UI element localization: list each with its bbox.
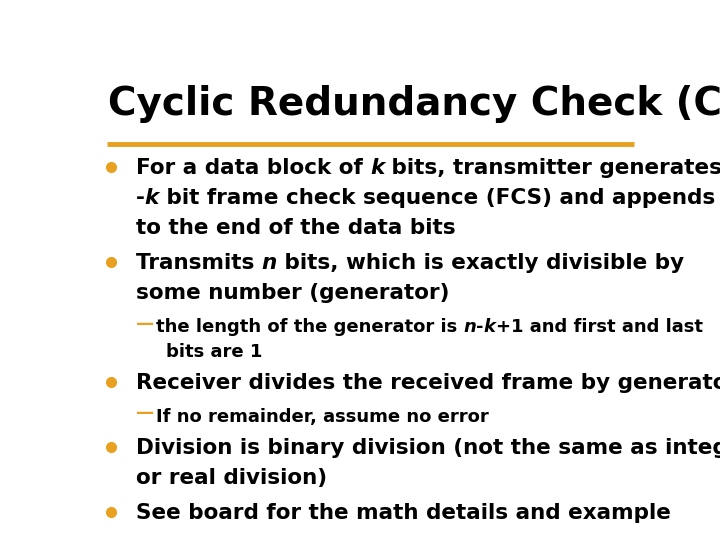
Text: Transmits: Transmits	[136, 253, 261, 273]
Text: Cyclic Redundancy Check (CRC): Cyclic Redundancy Check (CRC)	[109, 85, 720, 123]
Text: or real division): or real division)	[136, 468, 327, 488]
Text: bit frame check sequence (FCS) and appends it: bit frame check sequence (FCS) and appen…	[159, 188, 720, 208]
Text: For a data block of: For a data block of	[136, 158, 370, 178]
Text: bits, transmitter generates: bits, transmitter generates	[384, 158, 720, 178]
Text: bits, which is exactly divisible by: bits, which is exactly divisible by	[277, 253, 684, 273]
Text: —: —	[136, 404, 154, 422]
Text: Division is binary division (not the same as integer: Division is binary division (not the sam…	[136, 438, 720, 458]
Text: +1 and first and last: +1 and first and last	[495, 318, 703, 336]
Text: k: k	[484, 318, 495, 336]
Text: n: n	[464, 318, 476, 336]
Text: See board for the math details and example: See board for the math details and examp…	[136, 503, 670, 523]
Text: bits are 1: bits are 1	[166, 343, 262, 361]
Text: —: —	[136, 314, 154, 333]
Text: to the end of the data bits: to the end of the data bits	[136, 218, 455, 238]
Text: n: n	[261, 253, 277, 273]
Text: -: -	[136, 188, 145, 208]
Text: the length of the generator is: the length of the generator is	[156, 318, 464, 336]
Text: k: k	[370, 158, 384, 178]
Text: some number (generator): some number (generator)	[136, 283, 449, 303]
Text: Receiver divides the received frame by generator: Receiver divides the received frame by g…	[136, 373, 720, 393]
Text: -: -	[476, 318, 484, 336]
Text: If no remainder, assume no error: If no remainder, assume no error	[156, 408, 489, 426]
Text: k: k	[145, 188, 159, 208]
